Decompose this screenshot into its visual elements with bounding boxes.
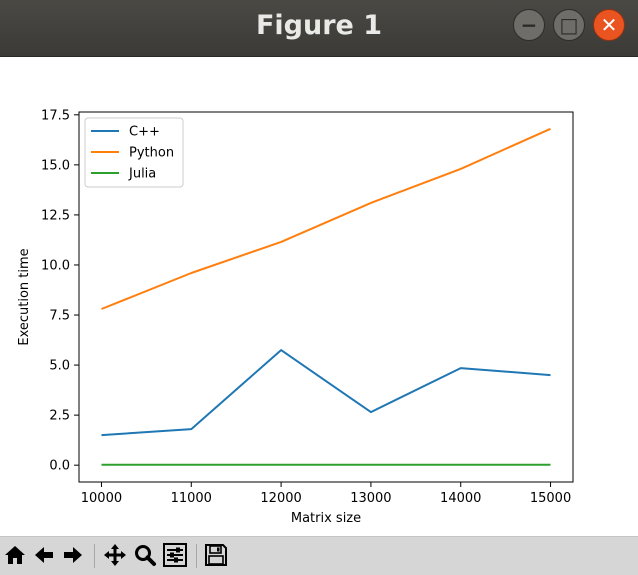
x-tick-label: 15000 [530, 491, 571, 506]
legend-label: C++ [129, 125, 160, 140]
toolbar-separator [196, 544, 197, 568]
maximize-button[interactable]: □ [553, 9, 585, 41]
legend-label: Python [129, 146, 174, 161]
back-button[interactable] [30, 541, 58, 569]
pan-button[interactable] [101, 541, 129, 569]
home-icon [5, 546, 25, 564]
forward-arrow-icon [64, 547, 82, 563]
zoom-button[interactable] [131, 541, 159, 569]
x-tick-label: 13000 [350, 491, 391, 506]
save-button[interactable] [202, 541, 230, 569]
home-button[interactable] [1, 541, 29, 569]
configure-subplots-icon [163, 543, 187, 567]
toolbar-separator [94, 544, 95, 568]
x-tick-label: 11000 [171, 491, 212, 506]
back-arrow-icon [35, 547, 53, 563]
y-tick-label: 2.5 [49, 409, 70, 424]
x-tick-label: 12000 [260, 491, 301, 506]
configure-subplots-button[interactable] [161, 541, 189, 569]
save-icon [205, 544, 227, 566]
y-tick-label: 10.0 [41, 258, 70, 273]
forward-button[interactable] [59, 541, 87, 569]
window-title: Figure 1 [255, 10, 383, 41]
y-tick-label: 0.0 [49, 459, 70, 474]
axes-frame [78, 111, 574, 483]
y-tick-label: 12.5 [41, 208, 70, 223]
x-tick-label: 10000 [81, 491, 122, 506]
navigation-toolbar [0, 536, 638, 575]
close-button[interactable]: ✕ [593, 9, 625, 41]
series-line [101, 349, 551, 437]
line-chart: 10000 11000 12000 13000 14000 15000 0.0 2.5 5.0 7… [17, 108, 574, 526]
pan-icon [104, 544, 126, 566]
x-axis-label: Matrix size [291, 511, 361, 526]
legend-box [84, 117, 184, 188]
figure-canvas[interactable]: 10000 11000 12000 13000 14000 15000 0.0 2.5 5.0 7… [0, 57, 638, 536]
zoom-icon [135, 545, 156, 566]
y-tick-label: 5.0 [49, 359, 70, 374]
title-bar: Figure 1 − □ ✕ [0, 0, 638, 57]
minimize-button[interactable]: − [513, 9, 545, 41]
legend-label: Julia [128, 167, 156, 182]
y-tick-label: 7.5 [49, 309, 70, 324]
y-tick-label: 15.0 [41, 158, 70, 173]
series-line [101, 127, 551, 310]
x-tick-label: 14000 [440, 491, 481, 506]
y-tick-label: 17.5 [41, 108, 70, 123]
y-axis-label: Execution time [17, 248, 32, 345]
